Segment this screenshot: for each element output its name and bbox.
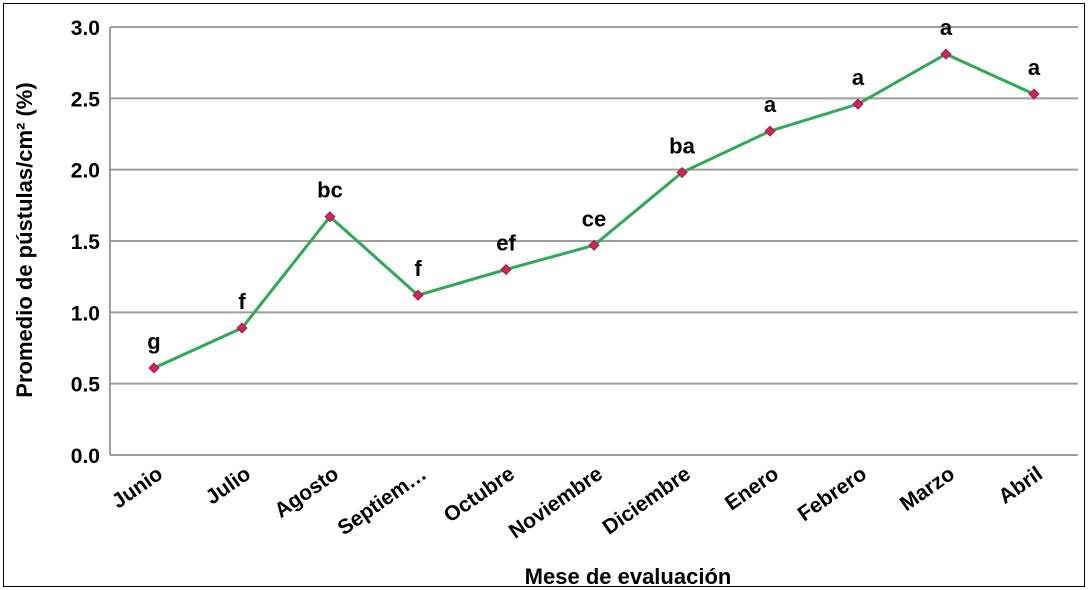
y-tick-label: 0.0 [71,445,100,468]
data-point [324,211,336,223]
y-tick-label: 2.0 [71,160,100,183]
x-tick-label: Enero [721,462,783,515]
data-point [148,362,160,374]
significance-letter: ba [669,134,695,159]
data-point [852,98,864,110]
x-tick-label: Abril [994,462,1046,508]
significance-letter: ce [582,206,606,231]
significance-letter: a [764,92,777,117]
x-tick-label: Agosto [270,462,342,522]
x-tick-label: Junio [108,462,167,513]
y-tick-label: 1.5 [71,231,101,254]
data-point [940,48,952,60]
data-point [412,289,424,301]
significance-letter: a [940,15,953,40]
data-point [676,166,688,179]
significance-letter: bc [317,178,343,203]
significance-letter: f [238,289,246,314]
y-tick-label: 0.5 [71,374,101,397]
y-tick-label: 2.5 [71,88,101,111]
data-markers [148,48,1040,374]
x-tick-label: Marzo [896,462,959,516]
y-tick-label: 1.0 [71,302,100,325]
significance-letter: g [147,329,160,354]
significance-letter: a [852,65,865,90]
significance-letter: ef [496,231,516,256]
y-tick-label: 3.0 [71,17,100,40]
data-point [236,322,248,334]
significance-letter: f [414,256,422,281]
y-tick-labels: 0.0 0.5 1.0 1.5 2.0 2.5 3.0 [71,17,101,468]
data-point [500,263,512,276]
x-tick-label: Noviembre [505,462,607,543]
x-tick-label: Septiem… [334,462,431,540]
gridlines [109,26,1078,456]
y-axis-label: Promedio de pústulas/cm² (%) [12,82,37,397]
significance-letters: g f bc f ef ce ba a a a a [147,15,1041,354]
x-tick-label: Diciembre [598,462,694,539]
data-point [1028,88,1040,100]
x-tick-label: Julio [202,462,255,509]
x-tick-label: Octubre [440,462,519,527]
significance-letter: a [1028,55,1041,80]
data-point [764,125,776,137]
x-tick-label: Febrero [794,462,871,526]
data-point [588,239,600,251]
x-axis-label: Mese de evaluación [525,564,732,589]
chart-frame [3,3,1085,587]
